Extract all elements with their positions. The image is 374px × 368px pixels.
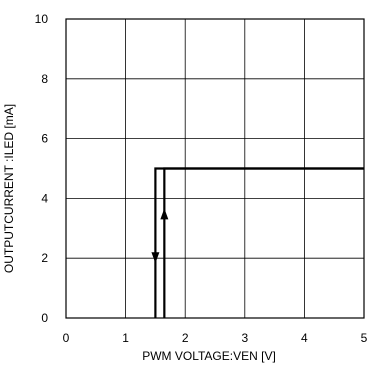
series-line-falling — [154, 167, 364, 318]
y-tick-labels: 0 2 4 6 8 10 — [35, 12, 49, 325]
y-tick-label: 0 — [41, 311, 48, 325]
y-tick-label: 4 — [41, 191, 48, 205]
arrow-layer — [151, 208, 169, 264]
x-tick-label: 2 — [182, 331, 189, 345]
y-axis-label: OUTPUTCURRENT :ILED [mA] — [2, 104, 16, 273]
series-layer — [154, 167, 364, 318]
arrow-down-icon — [151, 252, 160, 264]
x-tick-label: 1 — [122, 331, 129, 345]
y-tick-label: 10 — [35, 12, 49, 26]
x-axis-label: PWM VOLTAGE:VEN [V] — [142, 349, 276, 363]
x-tick-labels: 0 1 2 3 4 5 — [63, 331, 368, 345]
x-tick-label: 5 — [361, 331, 368, 345]
series-line-rising — [163, 167, 364, 318]
arrow-up-icon — [160, 208, 169, 220]
x-tick-label: 4 — [301, 331, 308, 345]
x-tick-label: 0 — [63, 331, 70, 345]
y-tick-label: 6 — [41, 132, 48, 146]
y-tick-label: 8 — [41, 72, 48, 86]
plot-frame — [65, 18, 365, 319]
x-tick-label: 3 — [241, 331, 248, 345]
y-tick-label: 2 — [41, 251, 48, 265]
